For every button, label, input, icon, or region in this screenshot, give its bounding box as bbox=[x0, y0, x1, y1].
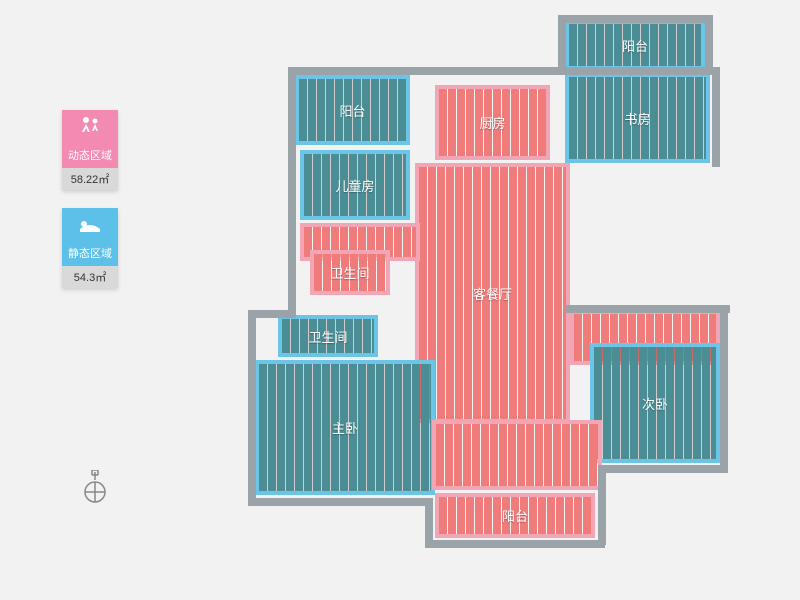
room-study: 书房 bbox=[565, 73, 710, 163]
wall bbox=[248, 498, 433, 506]
room-label: 书房 bbox=[624, 109, 650, 128]
room-label: 儿童房 bbox=[335, 176, 374, 195]
room-label: 阳台 bbox=[339, 101, 365, 120]
room-balcony-bottom: 阳台 bbox=[435, 493, 595, 538]
room-label: 卫生间 bbox=[308, 327, 347, 346]
room-wc1: 卫生间 bbox=[310, 250, 390, 295]
bed-icon bbox=[62, 208, 118, 242]
wall bbox=[720, 305, 728, 473]
wall bbox=[598, 465, 728, 473]
room-living: 客餐厅 bbox=[415, 163, 570, 423]
room-label: 客餐厅 bbox=[473, 284, 512, 303]
wall bbox=[558, 15, 566, 73]
legend-dynamic-label: 动态区域 bbox=[62, 144, 118, 168]
room-secondary: 次卧 bbox=[590, 343, 720, 463]
room-balcony-top-right: 阳台 bbox=[565, 20, 705, 70]
room-master: 主卧 bbox=[255, 360, 435, 495]
legend-dynamic-value: 58.22㎡ bbox=[62, 168, 118, 190]
room-wc2: 卫生间 bbox=[278, 315, 378, 357]
wall bbox=[598, 465, 606, 545]
room-label: 阳台 bbox=[622, 36, 648, 55]
wall bbox=[425, 540, 605, 548]
room-lower-corridor bbox=[432, 420, 602, 490]
legend-static: 静态区域 54.3㎡ bbox=[62, 208, 118, 288]
room-kids-room: 儿童房 bbox=[300, 150, 410, 220]
room-label: 卫生间 bbox=[330, 263, 369, 282]
wall bbox=[705, 15, 713, 73]
wall bbox=[288, 67, 296, 312]
legend-panel: 动态区域 58.22㎡ 静态区域 54.3㎡ bbox=[62, 110, 122, 306]
floor-plan: 阳台书房厨房阳台儿童房客餐厅卫生间卫生间主卧次卧阳台 bbox=[220, 15, 760, 585]
room-label: 主卧 bbox=[332, 418, 358, 437]
wall bbox=[565, 305, 730, 313]
room-label: 阳台 bbox=[502, 506, 528, 525]
room-label: 厨房 bbox=[479, 113, 505, 132]
wall bbox=[288, 67, 718, 75]
wall bbox=[248, 310, 256, 505]
people-icon bbox=[62, 110, 118, 144]
wall bbox=[558, 15, 713, 23]
room-kitchen: 厨房 bbox=[435, 85, 550, 160]
room-label: 次卧 bbox=[642, 394, 668, 413]
legend-static-label: 静态区域 bbox=[62, 242, 118, 266]
room-balcony-top-left: 阳台 bbox=[295, 75, 410, 145]
compass-icon bbox=[80, 470, 110, 511]
legend-static-value: 54.3㎡ bbox=[62, 266, 118, 288]
legend-dynamic: 动态区域 58.22㎡ bbox=[62, 110, 118, 190]
wall bbox=[712, 67, 720, 167]
